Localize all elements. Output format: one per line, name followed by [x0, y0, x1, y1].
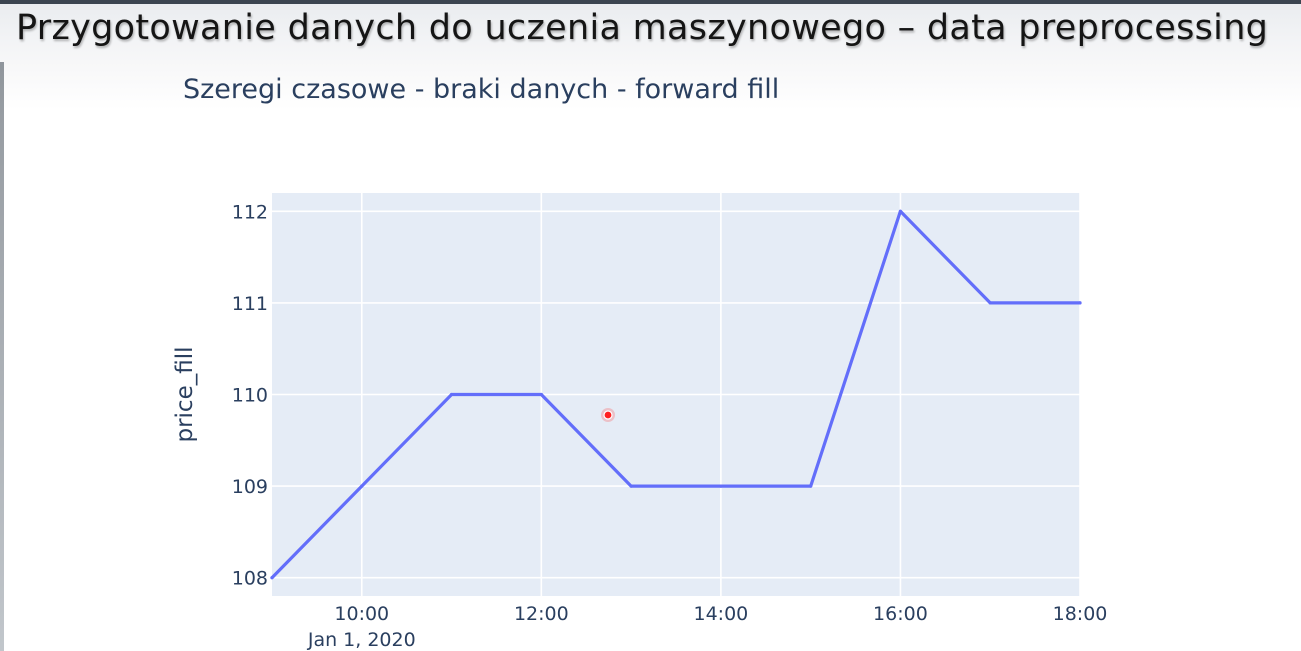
data-point [270, 576, 274, 580]
x-tick-label: 16:00 [873, 603, 928, 625]
data-point [449, 392, 454, 397]
data-point [360, 484, 364, 488]
banner-top-edge [0, 0, 1301, 4]
lecture-title: Przygotowanie danych do uczenia maszynow… [16, 8, 1269, 48]
y-tick-label: 111 [232, 293, 268, 315]
left-border [0, 62, 4, 651]
y-tick-label: 112 [232, 201, 268, 223]
x-tick-label: 14:00 [694, 603, 749, 625]
data-point [539, 392, 543, 397]
y-gridlines [272, 210, 1080, 579]
data-point [898, 209, 903, 213]
series-layer [270, 209, 1082, 580]
y-tick-label: 110 [232, 385, 268, 407]
x-tick-date-label: Jan 1, 2020 [307, 629, 416, 651]
chart-title: Szeregi czasowe - braki danych - forward… [183, 74, 780, 105]
y-axis-title: price_fill [172, 346, 198, 442]
data-point [629, 484, 633, 488]
y-tick-label: 109 [232, 476, 268, 498]
banner-shadow [0, 62, 1301, 110]
lecture-banner: Przygotowanie danych do uczenia maszynow… [0, 0, 1301, 62]
series-line [270, 209, 1082, 580]
x-tick-label: 10:00 [334, 603, 389, 625]
y-tick-labels: 108 109 110 111 112 [232, 201, 268, 589]
data-point [719, 484, 723, 488]
x-tick-label: 12:00 [514, 603, 569, 625]
data-point [988, 301, 992, 305]
x-tick-label: 18:00 [1053, 603, 1108, 625]
cursor-pointer [601, 408, 615, 422]
y-tick-label: 108 [232, 568, 268, 590]
data-point [1078, 301, 1082, 305]
data-point [809, 484, 813, 488]
x-tick-labels: 10:00 12:00 14:00 16:00 18:00 [334, 603, 1107, 625]
